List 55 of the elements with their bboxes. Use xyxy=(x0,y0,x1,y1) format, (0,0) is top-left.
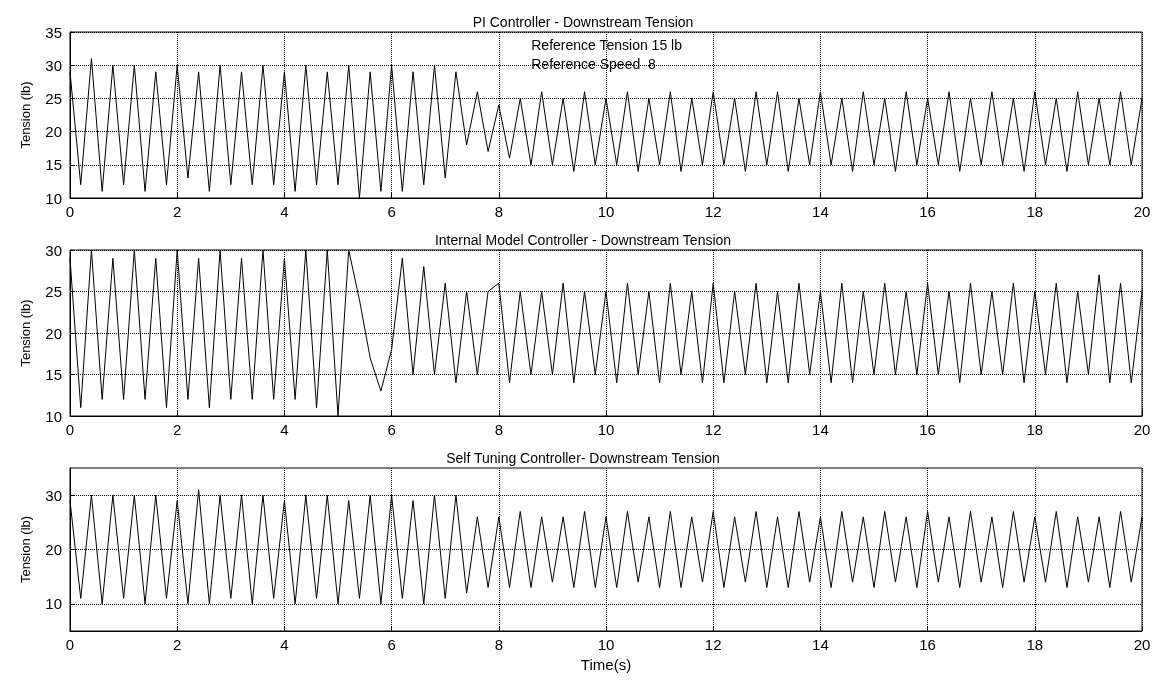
x-tick-label: 6 xyxy=(387,203,396,220)
chart-title: PI Controller - Downstream Tension xyxy=(472,14,694,30)
y-tick-label: 30 xyxy=(45,241,62,259)
x-tick-label: 0 xyxy=(65,421,75,438)
y-tick-label: 15 xyxy=(45,366,62,383)
x-tick-label: 20 xyxy=(1133,421,1151,438)
x-tick-label: 2 xyxy=(173,421,182,438)
x-tick-label: 14 xyxy=(812,203,829,220)
x-tick-label: 8 xyxy=(494,203,503,220)
y-tick-label: 25 xyxy=(45,89,62,107)
y-tick-label: 20 xyxy=(45,123,62,141)
x-axis-title: Time(s) xyxy=(580,655,632,673)
x-tick-label: 6 xyxy=(387,636,396,653)
chart-title: Internal Model Controller - Downstream Tension xyxy=(434,232,732,248)
x-tick-label: 0 xyxy=(65,203,75,220)
y-axis-title: Tension (lb) xyxy=(18,81,33,149)
x-tick-label: 14 xyxy=(812,421,829,438)
x-tick-label: 20 xyxy=(1133,636,1151,653)
x-tick-label: 12 xyxy=(704,636,722,653)
x-tick-label: 0 xyxy=(65,636,75,653)
x-tick-label: 18 xyxy=(1026,203,1044,220)
y-tick-label: 10 xyxy=(45,595,62,613)
x-tick-label: 16 xyxy=(919,636,936,653)
x-tick-label: 2 xyxy=(173,203,182,220)
chart-title: Self Tuning Controller- Downstream Tension xyxy=(446,450,720,466)
y-tick-label: 30 xyxy=(45,486,62,504)
x-tick-label: 4 xyxy=(280,421,289,438)
annotation: Reference Tension 15 lb xyxy=(531,37,683,53)
x-tick-label: 8 xyxy=(494,421,503,438)
y-tick-label: 10 xyxy=(45,189,62,207)
x-tick-label: 18 xyxy=(1026,421,1044,438)
x-tick-label: 8 xyxy=(494,636,503,653)
x-tick-label: 10 xyxy=(597,421,615,438)
y-tick-label: 20 xyxy=(45,324,62,342)
x-tick-label: 14 xyxy=(812,636,829,653)
x-tick-label: 12 xyxy=(704,421,722,438)
y-axis-title: Tension (lb) xyxy=(18,515,33,584)
y-axis-title: Tension (lb) xyxy=(18,299,33,367)
x-tick-label: 10 xyxy=(597,636,615,653)
x-tick-label: 10 xyxy=(597,203,615,220)
x-tick-label: 6 xyxy=(387,421,396,438)
x-tick-label: 18 xyxy=(1026,636,1044,653)
y-tick-label: 30 xyxy=(45,56,62,74)
x-tick-label: 2 xyxy=(173,636,182,653)
x-tick-label: 12 xyxy=(704,203,722,220)
y-tick-label: 35 xyxy=(45,23,62,41)
x-tick-label: 4 xyxy=(280,203,289,220)
y-tick-label: 25 xyxy=(45,283,62,300)
x-tick-label: 4 xyxy=(280,636,289,653)
y-tick-label: 20 xyxy=(45,541,62,558)
x-tick-label: 16 xyxy=(919,421,936,438)
y-tick-label: 15 xyxy=(45,156,62,174)
x-tick-label: 16 xyxy=(919,203,936,220)
y-tick-label: 10 xyxy=(45,407,62,425)
x-tick-label: 20 xyxy=(1133,203,1151,220)
